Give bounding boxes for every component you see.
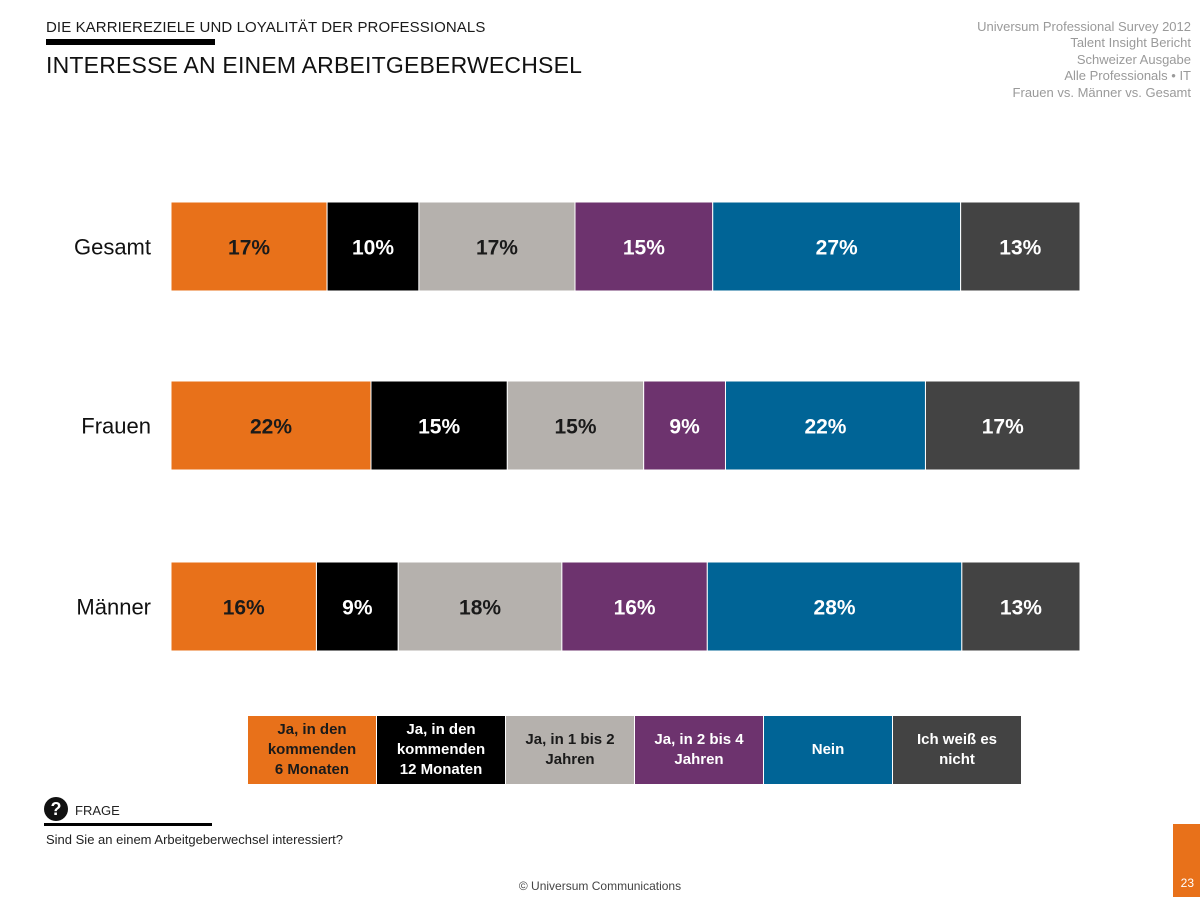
legend-item: Ja, in 1 bis 2 Jahren <box>506 716 634 784</box>
meta-line: Schweizer Ausgabe <box>1076 51 1191 67</box>
copyright: © Universum Communications <box>518 879 682 893</box>
data-label: 22% <box>250 416 292 439</box>
data-label: 28% <box>814 597 856 620</box>
data-label: 22% <box>804 416 846 439</box>
bar-segment <box>170 201 328 292</box>
question-text: Sind Sie an einem Arbeitgeberwechsel int… <box>46 832 344 847</box>
bar-segment <box>170 561 317 652</box>
legend-item: Nein <box>764 716 892 784</box>
data-label: 17% <box>228 237 270 260</box>
bar-segment <box>506 380 645 471</box>
data-label: 17% <box>982 416 1024 439</box>
legend-item: Ja, in den kommenden 6 Monaten <box>248 716 376 784</box>
legend-item: Ja, in 2 bis 4 Jahren <box>635 716 763 784</box>
data-label: 17% <box>476 237 518 260</box>
question-underline <box>44 823 212 826</box>
bar-segment <box>706 561 963 652</box>
bar-segment <box>326 201 420 292</box>
page-title: INTERESSE AN EINEM ARBEITGEBERWECHSEL <box>46 52 583 78</box>
eyebrow-underline <box>46 39 215 45</box>
bar-segment <box>561 561 708 652</box>
data-label: 15% <box>554 416 596 439</box>
meta-line: Alle Professionals • IT <box>1064 68 1191 84</box>
data-label: 15% <box>623 237 665 260</box>
data-label: 16% <box>223 597 265 620</box>
legend-item: Ja, in den kommenden 12 Monaten <box>377 716 505 784</box>
category-label: Frauen <box>81 414 151 439</box>
survey-meta: Universum Professional Survey 2012 Talen… <box>977 19 1191 101</box>
data-label: 9% <box>342 597 373 620</box>
bar-segment <box>418 201 576 292</box>
bar-segment <box>924 380 1081 471</box>
section-eyebrow: DIE KARRIEREZIELE UND LOYALITÄT DER PROF… <box>46 19 486 36</box>
stacked-bar-chart: Gesamt 17% 10% 17% 15% 27% 13% Frauen 22% 15% 15% 9… <box>74 201 1081 652</box>
meta-line: Talent Insight Bericht <box>1070 35 1191 51</box>
bar-segment <box>643 380 726 471</box>
bar-segment <box>574 201 714 292</box>
bar-segment <box>960 201 1081 292</box>
data-label: 13% <box>1000 597 1042 620</box>
data-label: 18% <box>459 597 501 620</box>
data-label: 16% <box>614 597 656 620</box>
page-tab: 23 <box>1173 824 1200 897</box>
legend-item: Ich weiß es nicht <box>893 716 1021 784</box>
bar-segment <box>315 561 399 652</box>
question-label: FRAGE <box>75 803 120 818</box>
data-label: 13% <box>999 237 1041 260</box>
data-label: 15% <box>418 416 460 439</box>
meta-line: Universum Professional Survey 2012 <box>977 19 1191 34</box>
page-number: 23 <box>1180 876 1194 890</box>
category-label: Männer <box>76 595 151 620</box>
data-label: 27% <box>816 237 858 260</box>
data-label: 9% <box>669 416 700 439</box>
meta-line: Frauen vs. Männer vs. Gesamt <box>1012 84 1191 100</box>
chart-legend: Ja, in den kommenden 6 Monaten Ja, in den k… <box>248 716 1022 784</box>
bar-segment <box>712 201 962 292</box>
bar-segment <box>397 561 563 652</box>
category-label: Gesamt <box>74 235 151 260</box>
data-label: 10% <box>352 237 394 260</box>
question-icon: ? <box>44 797 68 821</box>
bar-segment <box>170 380 372 471</box>
bar-segment <box>961 561 1081 652</box>
bar-segment <box>370 380 508 471</box>
